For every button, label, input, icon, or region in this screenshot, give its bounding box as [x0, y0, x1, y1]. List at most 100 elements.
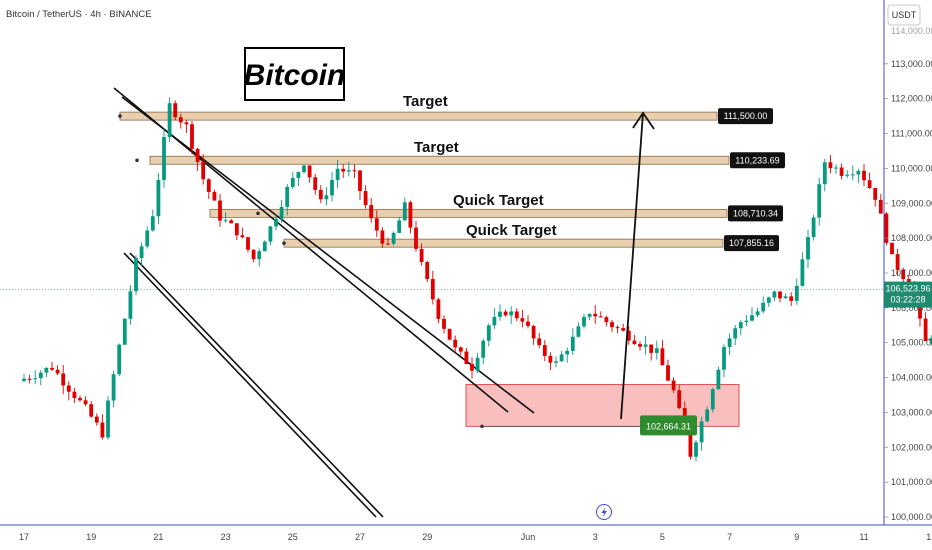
candle-body	[100, 422, 105, 438]
candle-body	[223, 220, 228, 222]
projection-arrow	[620, 111, 655, 420]
support-zone[interactable]	[465, 384, 740, 427]
price-tick-label: 100,000.00	[891, 512, 932, 522]
candle-body	[111, 374, 116, 401]
level-band[interactable]	[283, 238, 724, 248]
candle-body	[167, 103, 172, 138]
candle-body	[246, 237, 250, 250]
candle-body	[755, 311, 760, 316]
candle-body	[184, 122, 189, 125]
candle-body	[279, 206, 284, 219]
candle-body	[884, 213, 889, 243]
candle-body	[150, 216, 155, 231]
svg-text:USDT: USDT	[892, 10, 917, 20]
candle-body	[514, 311, 519, 319]
candle-body	[302, 165, 306, 173]
support-zone-price-label: 102,664.31	[640, 415, 697, 436]
candle-body	[817, 184, 822, 218]
candle-body	[727, 338, 732, 348]
candle-body	[453, 339, 458, 348]
candle-body	[173, 103, 178, 118]
price-tick-label: 106,000.00	[891, 303, 932, 313]
candle-body	[430, 279, 435, 300]
candle-body	[55, 369, 60, 374]
candle-body	[733, 328, 738, 339]
candle-body	[509, 311, 514, 316]
candle-body	[548, 355, 553, 363]
candle-body	[374, 218, 379, 231]
candle-body	[414, 227, 418, 249]
candle-body	[615, 327, 620, 329]
candle-body	[918, 302, 922, 319]
time-tick-label: 27	[355, 532, 365, 542]
level-band[interactable]	[149, 155, 730, 165]
candle-body	[800, 259, 805, 286]
candle-body	[834, 167, 838, 169]
candle-body	[766, 297, 771, 303]
level-price-text: 111,500.00	[724, 111, 768, 121]
candle-body	[498, 311, 502, 317]
price-tick-label: 105,000.00	[891, 338, 932, 348]
candle-body	[537, 338, 542, 346]
lightning-icon[interactable]	[596, 504, 612, 520]
candle-body	[425, 262, 430, 280]
candle-body	[559, 354, 564, 362]
price-tick-label: 107,000.00	[891, 268, 932, 278]
candle-body	[262, 241, 267, 252]
level-band[interactable]	[119, 111, 718, 121]
candle-body	[195, 148, 200, 163]
currency-button[interactable]: USDT	[887, 4, 921, 26]
candle-body	[710, 389, 715, 410]
candle-body	[380, 230, 385, 244]
price-tick-label: 109,000.00	[891, 198, 932, 208]
candle-body	[822, 162, 827, 185]
price-tick-label: 101,000.00	[891, 477, 932, 487]
current-price-countdown: 03:22:28	[890, 295, 925, 305]
channel-line-lower-2	[129, 252, 384, 518]
candle-body	[901, 269, 906, 280]
candle-body	[190, 124, 194, 149]
candle-body	[268, 226, 273, 242]
price-axis[interactable]: 100,000.00 101,000.00 102,000.00 103,000.00…	[884, 59, 932, 522]
candle-body	[845, 174, 850, 176]
time-tick-label: 29	[422, 532, 432, 542]
candle-body	[576, 326, 581, 337]
channel-line-lower-1	[123, 252, 377, 518]
level-band[interactable]	[209, 208, 728, 218]
candle-body	[542, 345, 547, 356]
candle-body	[33, 378, 38, 380]
candle-body	[570, 336, 575, 351]
price-tick-label: 112,000.00	[891, 94, 932, 104]
candle-body	[929, 338, 932, 342]
candle-body	[458, 347, 463, 352]
level-price-label	[730, 152, 785, 169]
symbol-header: Bitcoin / TetherUS · 4h · BINANCE	[6, 9, 152, 20]
candle-body	[178, 117, 183, 123]
candle-body	[503, 311, 508, 316]
candle-body	[419, 248, 424, 263]
candle-body	[811, 217, 816, 238]
candle-body	[794, 285, 799, 301]
price-tick-label: 110,000.00	[891, 163, 932, 173]
candle-body	[78, 398, 82, 401]
candle-body	[486, 325, 491, 341]
candle-body	[744, 320, 749, 323]
candle-body	[139, 246, 144, 259]
candle-body	[218, 200, 222, 221]
candle-body	[369, 205, 374, 219]
candle-body	[828, 162, 833, 169]
candle-body	[475, 357, 480, 371]
level-price-text: 108,710.34	[733, 208, 778, 218]
price-tick-label: 104,000.00	[891, 373, 932, 383]
candle-body	[873, 188, 878, 200]
time-tick-label: 7	[727, 532, 732, 542]
time-tick-label: 21	[153, 532, 163, 542]
candle-body	[83, 400, 88, 405]
candle-body	[358, 170, 362, 192]
candle-body	[856, 170, 861, 175]
plot-area[interactable]	[0, 0, 884, 525]
annotation-target-2: Target	[414, 139, 459, 156]
time-axis[interactable]: 17192123252729Jun35791113151719212325272…	[19, 532, 932, 542]
candle-body	[330, 180, 334, 196]
